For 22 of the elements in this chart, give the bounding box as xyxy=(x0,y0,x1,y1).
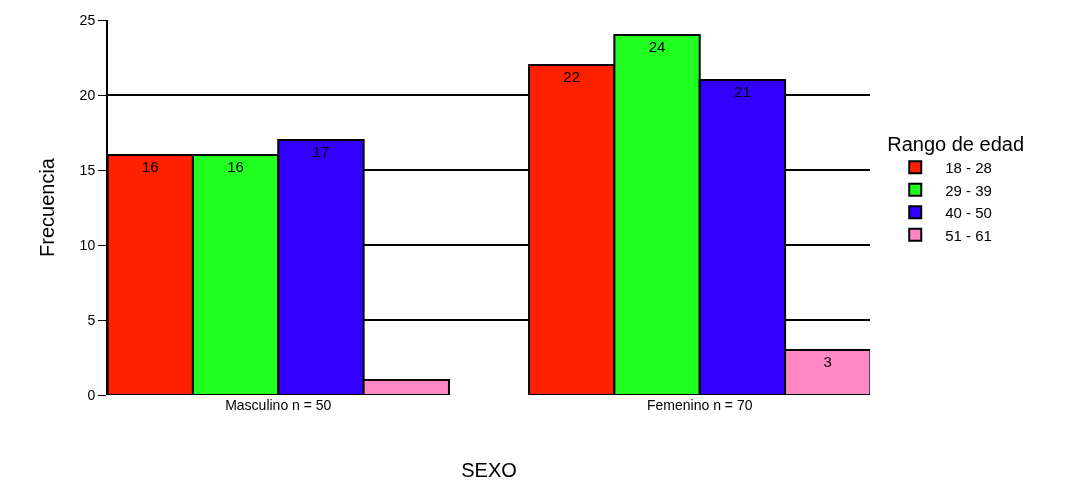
y-tick-label: 0 xyxy=(87,386,96,403)
legend-label: 51 - 61 xyxy=(945,226,992,244)
y-tick-label: 5 xyxy=(87,311,96,328)
data-label: 16 xyxy=(141,158,159,175)
data-label: 17 xyxy=(312,143,330,160)
data-label: 22 xyxy=(563,68,581,85)
y-tick-label: 25 xyxy=(79,11,96,28)
y-tick-label: 10 xyxy=(79,236,96,253)
legend-label: 40 - 50 xyxy=(945,204,992,222)
y-axis-title: Frecuencia xyxy=(35,157,58,257)
y-tick-label: 15 xyxy=(79,161,96,178)
legend-title: Rango de edad xyxy=(887,133,1025,155)
x-axis-title: SEXO xyxy=(461,458,517,481)
data-label: 3 xyxy=(823,353,832,370)
data-label: 16 xyxy=(227,158,244,175)
data-label: 21 xyxy=(734,83,751,100)
x-tick-label: Femenino n = 70 xyxy=(647,397,753,413)
legend-label: 29 - 39 xyxy=(945,181,992,199)
legend-label: 18 - 28 xyxy=(945,159,992,177)
y-tick-label: 20 xyxy=(79,86,96,103)
data-label: 24 xyxy=(648,38,666,55)
x-tick-label: Masculino n = 50 xyxy=(225,397,332,413)
